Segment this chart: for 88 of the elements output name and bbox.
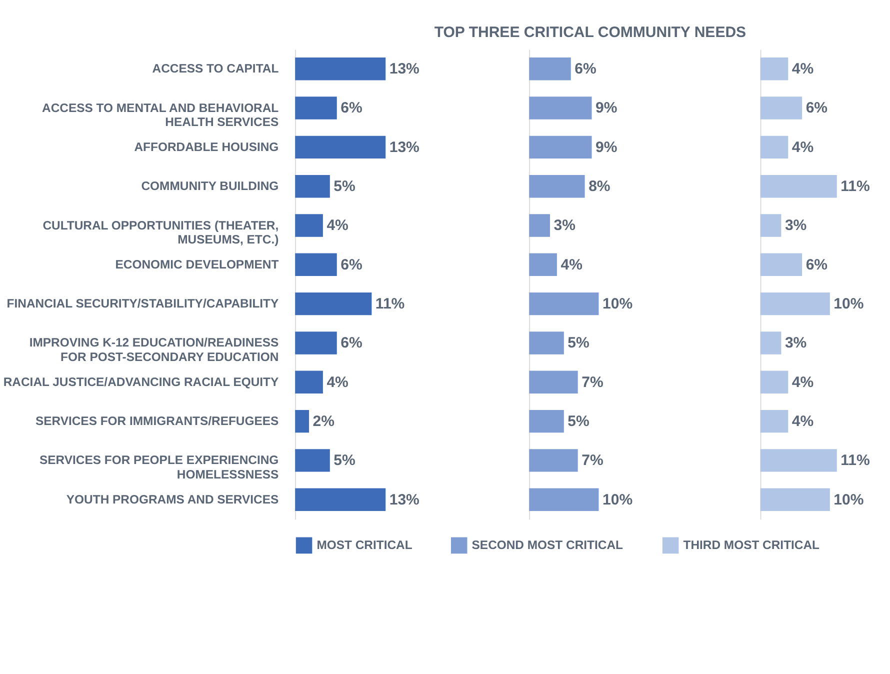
data-label: 4% [560, 256, 582, 274]
bar [529, 136, 592, 159]
bar [529, 96, 592, 120]
data-label: 9% [596, 138, 618, 156]
bar [295, 214, 323, 237]
data-label: 10% [602, 491, 633, 508]
y-tick-label: IMPROVING K-12 EDUCATION/READINESS FOR POST-SECONDARY EDUCATION [29, 336, 279, 364]
legend-label: SECOND MOST CRITICAL [472, 538, 624, 552]
bar [529, 370, 578, 394]
y-tick-label: ACCESS TO CAPITAL [152, 62, 280, 76]
bar [295, 332, 337, 354]
y-tick-label: ACCESS TO MENTAL AND BEHAVIORAL HEALTH SERVICES [42, 100, 280, 129]
bar [760, 58, 788, 80]
data-label: 7% [582, 452, 604, 470]
bar [760, 370, 788, 394]
data-label: 4% [326, 217, 348, 234]
data-label: 5% [334, 452, 356, 470]
bar [760, 174, 837, 198]
bar [529, 449, 578, 472]
bar [295, 96, 337, 120]
y-tick-label: ECONOMIC DEVELOPMENT [115, 257, 280, 272]
data-label: 13% [389, 138, 420, 156]
data-label: 10% [834, 296, 864, 313]
data-label: 4% [792, 412, 814, 430]
bar [760, 136, 788, 159]
bar [529, 488, 599, 511]
data-label: 11% [375, 296, 405, 313]
bar [529, 253, 557, 276]
bar [760, 449, 837, 472]
bar [529, 332, 564, 354]
data-label: 10% [602, 296, 633, 313]
data-label: 5% [334, 178, 356, 196]
data-label: 11% [840, 452, 870, 470]
bar [295, 58, 386, 80]
bar [760, 96, 802, 120]
data-label: 5% [568, 334, 590, 352]
bar [760, 253, 802, 276]
data-label: 6% [340, 334, 362, 352]
bar [295, 488, 386, 511]
bar [760, 488, 830, 511]
data-label: 13% [389, 491, 420, 508]
bar [295, 449, 330, 472]
bar [295, 174, 330, 198]
data-label: 10% [834, 491, 864, 508]
y-tick-label: FINANCIAL SECURITY/STABILITY/CAPABILITY [6, 296, 279, 311]
bar [529, 58, 571, 80]
bar [295, 370, 323, 394]
legend-label: THIRD MOST CRITICAL [683, 538, 820, 552]
y-tick-label: CULTURAL OPPORTUNITIES (THEATER, MUSEUMS, ETC.) [42, 218, 279, 246]
bar [760, 410, 788, 433]
y-tick-label: COMMUNITY BUILDING [141, 179, 279, 194]
data-label: 3% [554, 217, 576, 234]
data-label: 3% [784, 217, 807, 234]
bar [529, 410, 564, 433]
data-label: 6% [806, 100, 828, 117]
y-tick-label: YOUTH PROGRAMS AND SERVICES [66, 492, 279, 506]
data-label: 3% [784, 334, 807, 352]
y-tick-label: SERVICES FOR IMMIGRANTS/REFUGEES [35, 414, 279, 428]
bar [760, 292, 830, 316]
legend-label: MOST CRITICAL [316, 538, 413, 552]
bar [529, 292, 599, 316]
bar [760, 332, 782, 354]
bar [295, 253, 337, 276]
y-tick-label: AFFORDABLE HOUSING [134, 140, 279, 154]
data-label: 6% [340, 100, 362, 117]
data-label: 11% [840, 178, 870, 196]
data-label: 6% [574, 60, 596, 78]
data-label: 4% [792, 138, 814, 156]
bar [529, 174, 585, 198]
data-label: 5% [568, 412, 590, 430]
data-label: 9% [596, 100, 618, 117]
data-label: 4% [792, 60, 814, 78]
chart-title: TOP THREE CRITICAL COMMUNITY NEEDS [434, 24, 746, 42]
data-label: 6% [340, 256, 362, 274]
bar [295, 292, 372, 316]
y-tick-label: RACIAL JUSTICE/ADVANCING RACIAL EQUITY [3, 374, 279, 389]
data-label: 6% [806, 256, 828, 274]
data-label: 7% [582, 374, 604, 391]
bar [295, 410, 310, 433]
bar [295, 136, 386, 159]
data-label: 4% [326, 374, 348, 391]
data-label: 13% [389, 60, 420, 78]
data-label: 2% [312, 412, 334, 430]
bar [529, 214, 550, 237]
y-tick-label: SERVICES FOR PEOPLE EXPERIENCING HOMELESSNESS [39, 453, 279, 482]
data-label: 4% [792, 374, 814, 391]
bar [760, 214, 782, 237]
data-label: 8% [588, 178, 610, 196]
